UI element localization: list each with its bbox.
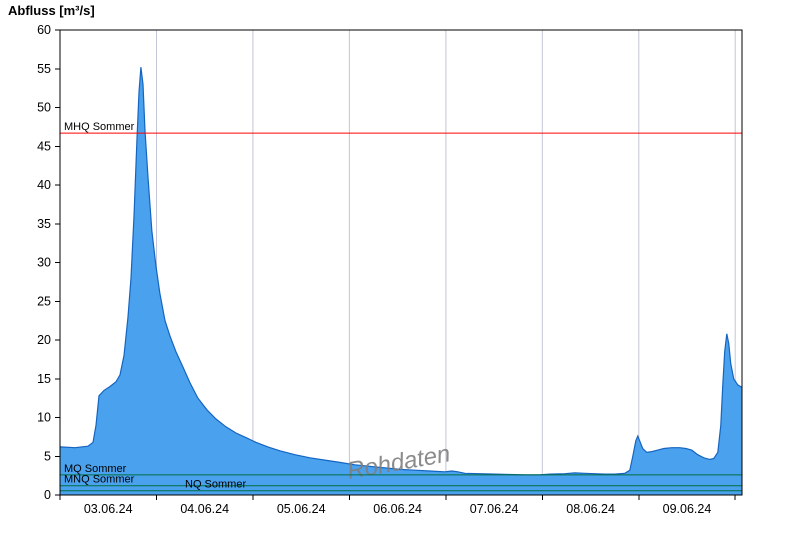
y-tick-label: 45 xyxy=(37,139,51,153)
y-tick-label: 60 xyxy=(37,23,51,37)
y-tick-label: 30 xyxy=(37,256,51,270)
y-axis-title: Abfluss [m³/s] xyxy=(8,3,95,18)
x-tick-label: 03.06.24 xyxy=(84,502,133,516)
mq-label: MQ Sommer xyxy=(64,463,127,475)
mnq-label: MNQ Sommer xyxy=(64,474,135,486)
x-tick-label: 05.06.24 xyxy=(277,502,326,516)
y-tick-label: 25 xyxy=(37,294,51,308)
discharge-area xyxy=(60,67,742,495)
y-tick-label: 35 xyxy=(37,217,51,231)
y-tick-label: 40 xyxy=(37,178,51,192)
x-tick-label: 08.06.24 xyxy=(566,502,615,516)
y-tick-label: 50 xyxy=(37,101,51,115)
y-tick-label: 55 xyxy=(37,62,51,76)
nq-label: NQ Sommer xyxy=(185,479,246,491)
x-tick-label: 07.06.24 xyxy=(470,502,519,516)
y-tick-label: 15 xyxy=(37,372,51,386)
discharge-curve xyxy=(59,67,743,476)
y-tick-label: 5 xyxy=(44,449,51,463)
x-tick-label: 04.06.24 xyxy=(180,502,229,516)
x-tick-label: 09.06.24 xyxy=(663,502,712,516)
y-tick-label: 20 xyxy=(37,333,51,347)
y-tick-label: 10 xyxy=(37,411,51,425)
x-tick-label: 06.06.24 xyxy=(373,502,422,516)
y-tick-label: 0 xyxy=(44,488,51,502)
mhq-label: MHQ Sommer xyxy=(64,121,135,133)
